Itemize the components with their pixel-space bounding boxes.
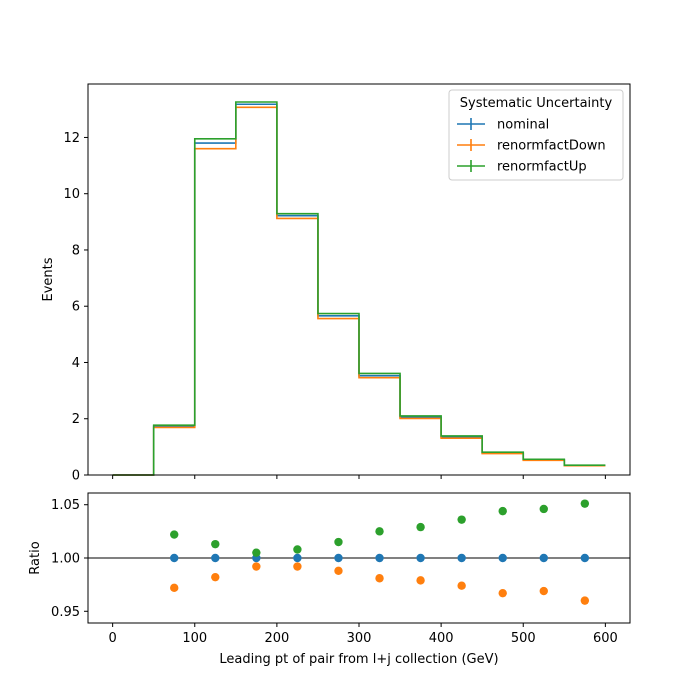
main-y-tick-label: 12 — [63, 131, 80, 146]
x-tick-label: 500 — [511, 631, 536, 646]
ratio-point — [211, 539, 220, 549]
ratio-point — [498, 506, 507, 516]
x-tick-label: 600 — [593, 631, 618, 646]
ratio-point — [375, 574, 384, 583]
ratio-y-tick-label: 0.95 — [51, 605, 80, 620]
ratio-points — [170, 499, 590, 605]
main-plot-frame — [87, 83, 631, 476]
main-y-tick-label: 0 — [72, 469, 80, 484]
ratio-point — [539, 553, 548, 563]
ratio-series-renormfactUp — [170, 499, 590, 557]
legend-box — [448, 89, 624, 181]
x-tick-label: 0 — [108, 631, 116, 646]
ratio-panel: 0.95 1.00 1.05 0 100 200 300 400 500 600 Ratio — [28, 492, 631, 646]
main-y-ticks: 0 2 4 6 8 10 12 — [63, 131, 88, 484]
legend-label: renormfactUp — [497, 160, 587, 175]
ratio-series-nominal — [170, 553, 590, 563]
legend-label: nominal — [497, 118, 549, 133]
ratio-point — [457, 581, 466, 590]
ratio-point — [170, 583, 179, 593]
x-tick-label: 400 — [429, 631, 454, 646]
main-y-tick-label: 4 — [72, 356, 80, 371]
legend-entry-nominal: nominal — [457, 118, 549, 133]
ratio-point — [580, 553, 590, 563]
legend: Systematic Uncertainty nominal renormfact… — [448, 89, 624, 181]
ratio-point — [293, 553, 302, 563]
ratio-point — [498, 588, 507, 598]
ratio-point — [539, 586, 548, 596]
ratio-point — [211, 572, 220, 582]
x-tick-label: 300 — [347, 631, 372, 646]
main-y-tick-label: 6 — [72, 300, 80, 315]
ratio-y-tick-label: 1.00 — [51, 552, 80, 567]
ratio-point — [457, 515, 466, 524]
ratio-point — [334, 553, 343, 563]
ratio-point — [498, 553, 507, 563]
ratio-y-tick-label: 1.05 — [51, 498, 80, 513]
legend-title: Systematic Uncertainty — [460, 96, 613, 111]
ratio-point — [252, 548, 261, 557]
ratio-point — [375, 527, 384, 536]
main-y-tick-label: 8 — [72, 243, 80, 258]
main-x-ticks — [112, 475, 606, 479]
legend-entry-renormfactUp: renormfactUp — [457, 160, 587, 175]
ratio-point — [252, 562, 261, 571]
ratio-point — [416, 553, 425, 563]
ratio-point — [416, 522, 425, 532]
legend-label: renormfactDown — [497, 139, 606, 154]
ratio-point — [293, 545, 302, 554]
ratio-point — [211, 553, 220, 563]
main-y-tick-label: 2 — [72, 412, 80, 427]
main-histogram-series — [112, 101, 606, 476]
legend-entry-renormfactDown: renormfactDown — [457, 139, 606, 154]
x-tick-label: 100 — [182, 631, 207, 646]
ratio-point — [416, 576, 425, 585]
ratio-series-renormfactDown — [170, 562, 590, 605]
main-panel: 0 2 4 6 8 10 12 Events Systematic Uncertainty … — [41, 83, 631, 484]
ratio-point — [539, 504, 548, 514]
x-axis-label: Leading pt of pair from l+j collection (… — [219, 652, 498, 667]
ratio-plot-frame — [87, 492, 631, 624]
main-y-axis-label: Events — [41, 257, 56, 301]
ratio-x-ticks: 0 100 200 300 400 500 600 — [108, 623, 618, 646]
ratio-point — [334, 566, 343, 575]
ratio-point — [457, 553, 466, 563]
ratio-y-axis-label: Ratio — [28, 541, 43, 574]
ratio-point — [293, 562, 302, 571]
ratio-y-ticks: 0.95 1.00 1.05 — [51, 498, 88, 620]
ratio-point — [170, 553, 179, 563]
histogram-series-renormfactUp — [112, 101, 606, 476]
ratio-point — [580, 596, 590, 605]
ratio-point — [580, 499, 590, 508]
legend-entries: nominal renormfactDown renormfactUp — [457, 118, 606, 175]
ratio-point — [375, 553, 384, 563]
x-tick-label: 200 — [264, 631, 289, 646]
ratio-point — [170, 530, 179, 539]
ratio-point — [334, 537, 343, 547]
main-y-tick-label: 10 — [63, 187, 80, 202]
